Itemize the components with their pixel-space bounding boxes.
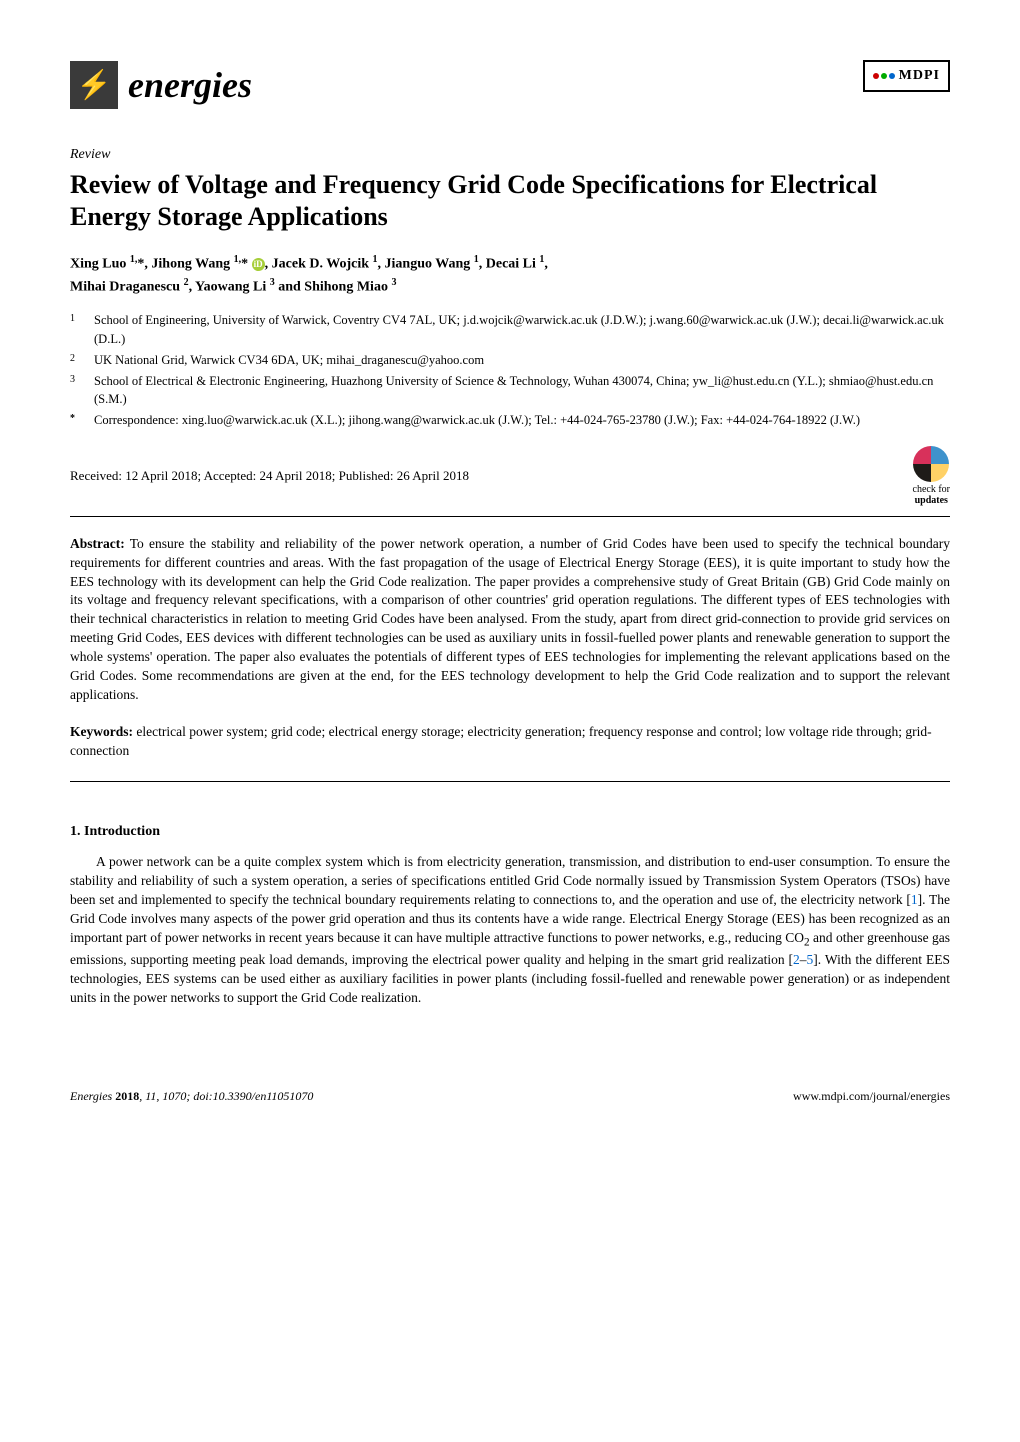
keywords-text: electrical power system; grid code; elec… bbox=[70, 724, 932, 758]
section-heading: 1. Introduction bbox=[70, 822, 950, 842]
author-text: and Shihong Miao bbox=[275, 279, 392, 294]
affiliation-row: 3 School of Electrical & Electronic Engi… bbox=[70, 372, 950, 410]
affiliations-block: 1 School of Engineering, University of W… bbox=[70, 311, 950, 430]
footer-left: Energies 2018, 11, 1070; doi:10.3390/en1… bbox=[70, 1088, 313, 1105]
corr-text: Correspondence: xing.luo@warwick.ac.uk (… bbox=[94, 411, 860, 430]
energies-logo-icon: ⚡ bbox=[70, 61, 118, 109]
body-text: A power network can be a quite complex s… bbox=[70, 854, 950, 907]
body-text: – bbox=[800, 952, 807, 967]
journal-logo-block: ⚡ energies bbox=[70, 60, 252, 110]
journal-name: energies bbox=[128, 60, 252, 110]
abstract-label: Abstract: bbox=[70, 536, 125, 551]
body-paragraph: A power network can be a quite complex s… bbox=[70, 853, 950, 1008]
reference-link[interactable]: 1 bbox=[911, 892, 918, 907]
footer-doi: , 11, 1070; doi:10.3390/en11051070 bbox=[139, 1089, 313, 1103]
mdpi-logo: MDPI bbox=[863, 60, 950, 92]
check-updates-line1: check for bbox=[913, 484, 950, 495]
affil-text: School of Engineering, University of War… bbox=[94, 311, 950, 349]
mdpi-dots-icon bbox=[873, 73, 895, 79]
author-text: , Yaowang Li bbox=[189, 279, 270, 294]
affiliation-row: 2 UK National Grid, Warwick CV34 6DA, UK… bbox=[70, 351, 950, 370]
affiliation-row: 1 School of Engineering, University of W… bbox=[70, 311, 950, 349]
article-title: Review of Voltage and Frequency Grid Cod… bbox=[70, 169, 950, 234]
bolt-icon: ⚡ bbox=[77, 66, 112, 105]
reference-link[interactable]: 2 bbox=[793, 952, 800, 967]
author-text: , Decai Li bbox=[479, 257, 540, 272]
article-type-label: Review bbox=[70, 145, 950, 165]
author-sup: 3 bbox=[391, 277, 396, 288]
author-text: , bbox=[544, 257, 548, 272]
affil-number: 3 bbox=[70, 372, 80, 410]
authors-block: Xing Luo 1,*, Jihong Wang 1,* iD, Jacek … bbox=[70, 252, 950, 297]
author-text: *, Jihong Wang bbox=[137, 257, 233, 272]
author-text: , Jacek D. Wojcik bbox=[265, 257, 373, 272]
footer-journal: Energies bbox=[70, 1089, 115, 1103]
affil-number: 2 bbox=[70, 351, 80, 370]
check-updates-line2: updates bbox=[913, 495, 950, 506]
keywords-block: Keywords: electrical power system; grid … bbox=[70, 723, 950, 782]
mdpi-text: MDPI bbox=[899, 66, 940, 86]
footer-url[interactable]: www.mdpi.com/journal/energies bbox=[793, 1088, 950, 1105]
keywords-label: Keywords: bbox=[70, 724, 133, 739]
header-row: ⚡ energies MDPI bbox=[70, 60, 950, 110]
corr-symbol: * bbox=[70, 411, 80, 430]
affil-text: School of Electrical & Electronic Engine… bbox=[94, 372, 950, 410]
check-updates-icon bbox=[913, 446, 949, 482]
author-text: , Jianguo Wang bbox=[378, 257, 474, 272]
footer-year: 2018 bbox=[115, 1089, 139, 1103]
author-text: Mihai Draganescu bbox=[70, 279, 184, 294]
abstract-text: To ensure the stability and reliability … bbox=[70, 536, 950, 702]
check-updates-badge[interactable]: check for updates bbox=[913, 446, 950, 506]
affil-text: UK National Grid, Warwick CV34 6DA, UK; … bbox=[94, 351, 484, 370]
dates-row: Received: 12 April 2018; Accepted: 24 Ap… bbox=[70, 446, 950, 517]
dates-text: Received: 12 April 2018; Accepted: 24 Ap… bbox=[70, 467, 469, 485]
author-text: Xing Luo bbox=[70, 257, 130, 272]
orcid-icon[interactable]: iD bbox=[252, 258, 265, 271]
abstract-block: Abstract: To ensure the stability and re… bbox=[70, 535, 950, 705]
author-text: * bbox=[241, 257, 252, 272]
affil-number: 1 bbox=[70, 311, 80, 349]
correspondence-row: * Correspondence: xing.luo@warwick.ac.uk… bbox=[70, 411, 950, 430]
footer-row: Energies 2018, 11, 1070; doi:10.3390/en1… bbox=[70, 1088, 950, 1105]
